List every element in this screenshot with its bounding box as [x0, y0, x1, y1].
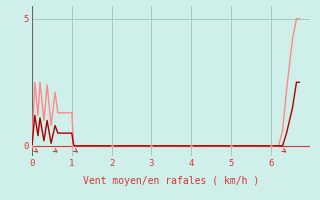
- X-axis label: Vent moyen/en rafales ( km/h ): Vent moyen/en rafales ( km/h ): [83, 176, 259, 186]
